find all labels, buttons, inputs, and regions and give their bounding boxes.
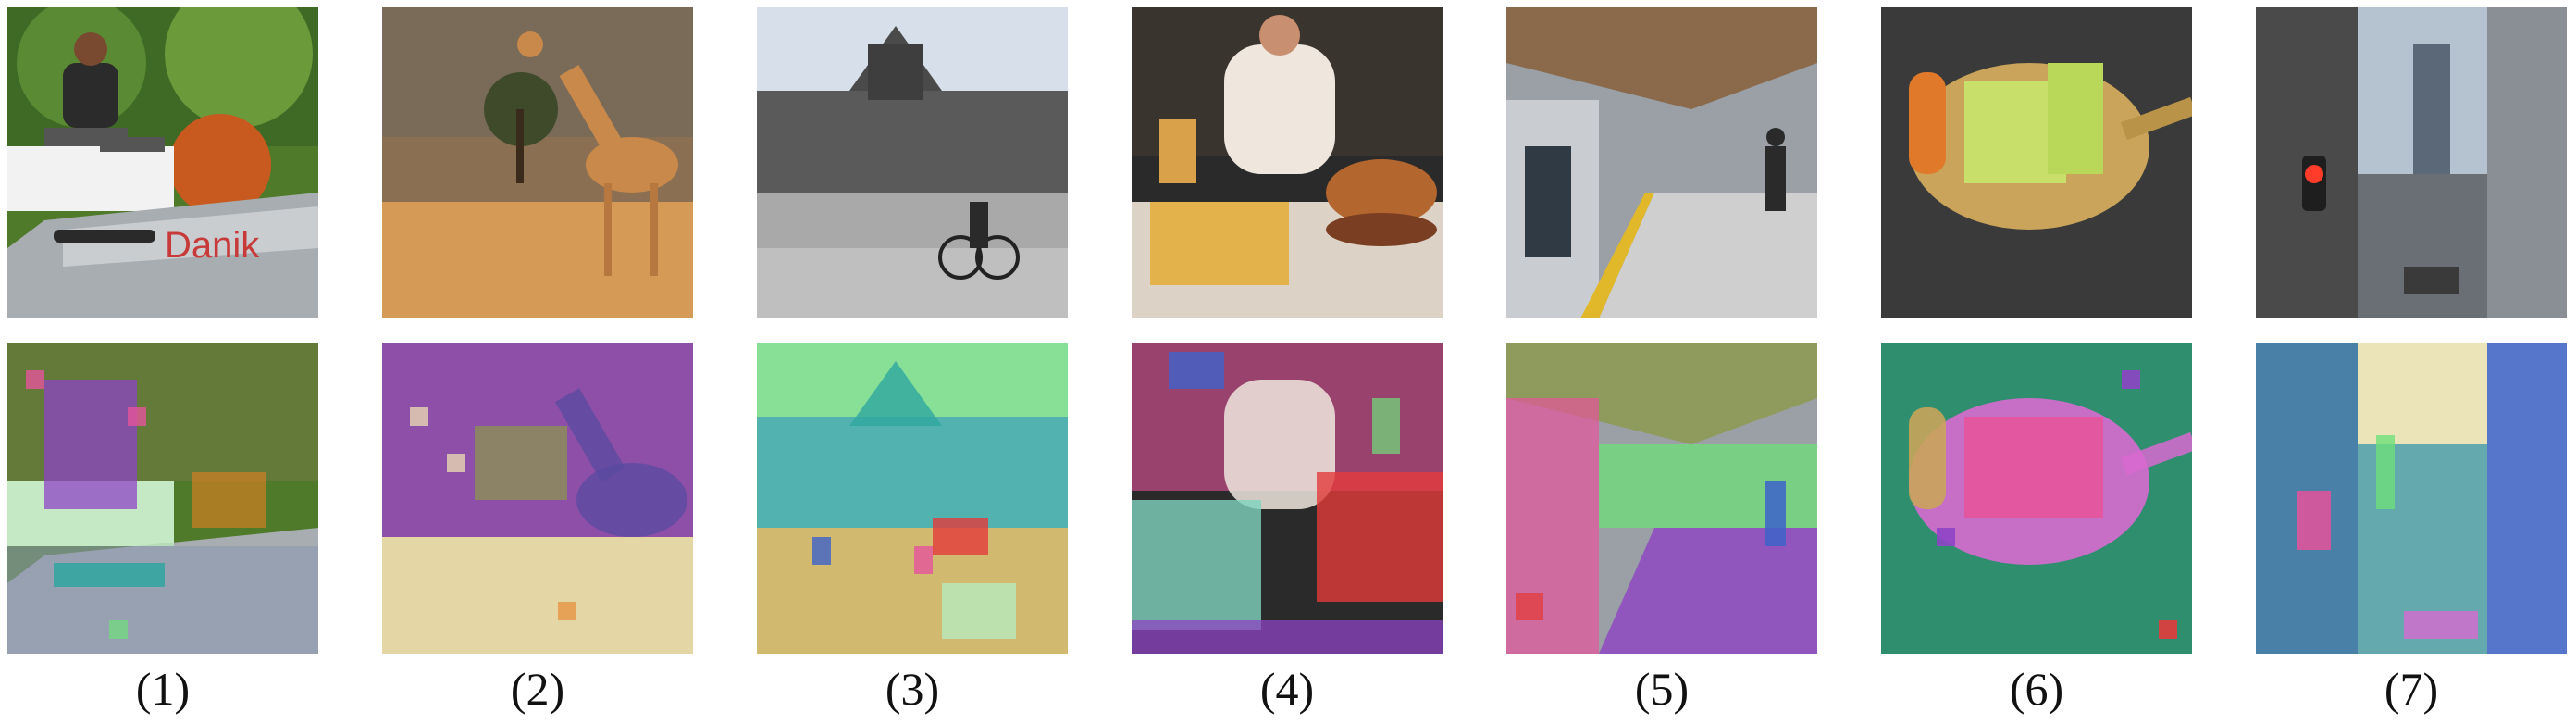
spoon-vegetables-photo [1881,7,2192,318]
city-street-photo [2256,7,2567,318]
skateboarder-segmentation [7,343,318,654]
panel-caption: (6) [2009,663,2064,715]
giraffe-photo [382,7,693,318]
panel-4: (4) [1132,7,1443,724]
panel-5: (5) [1506,7,1817,724]
panel-2: (2) [382,7,693,724]
panel-caption: (5) [1634,663,1690,715]
burger-table-photo [1132,7,1443,318]
skateboarder-photo: Danik [7,7,318,318]
spoon-vegetables-segmentation [1881,343,2192,654]
city-street-segmentation [2256,343,2567,654]
panel-3: (3) [757,7,1068,724]
gothic-building-photo [757,7,1068,318]
giraffe-segmentation [382,343,693,654]
svg-text:Danik: Danik [165,225,260,266]
panel-6: (6) [1881,7,2192,724]
train-platform-photo [1506,7,1817,318]
panel-caption: (3) [885,663,940,715]
panel-1: Danik (1) [7,7,318,724]
panel-caption: (1) [135,663,191,715]
panel-caption: (2) [510,663,565,715]
gothic-building-segmentation [757,343,1068,654]
panel-caption: (4) [1259,663,1315,715]
panel-7: (7) [2256,7,2567,724]
panel-caption: (7) [2384,663,2439,715]
train-platform-segmentation [1506,343,1817,654]
burger-table-segmentation [1132,343,1443,654]
